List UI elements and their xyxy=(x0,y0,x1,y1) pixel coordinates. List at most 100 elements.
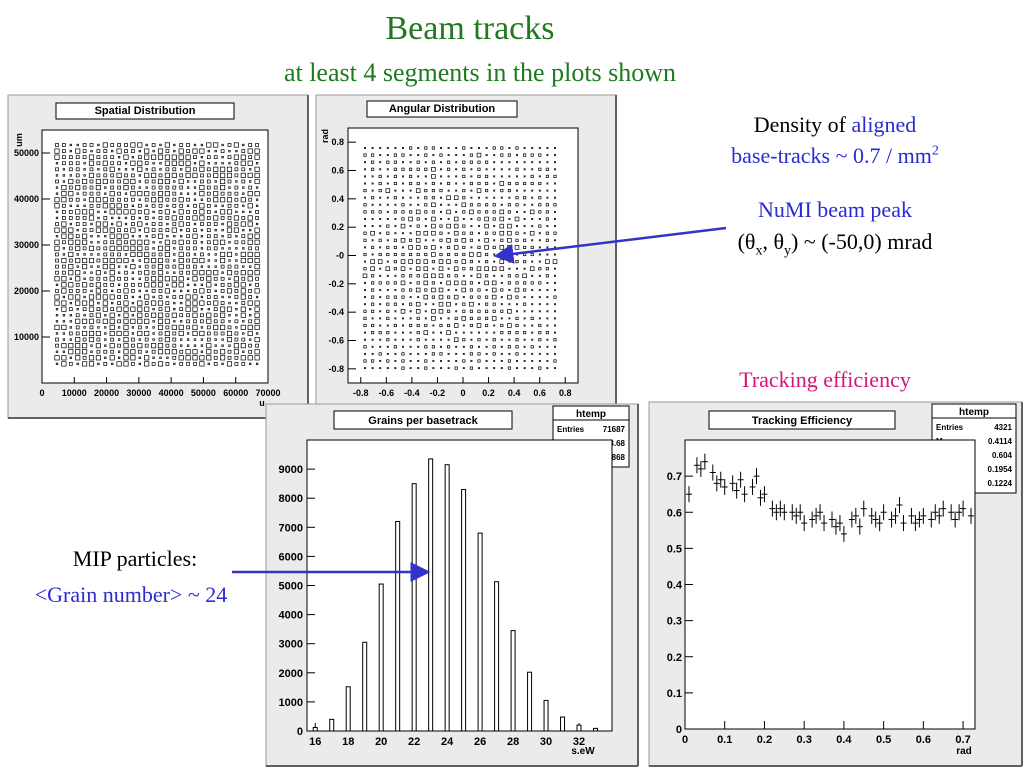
angular-point xyxy=(469,295,473,299)
angular-point xyxy=(523,153,527,157)
angular-point xyxy=(553,295,557,299)
spatial-point xyxy=(214,253,217,256)
angular-point xyxy=(401,359,405,363)
angular-point xyxy=(554,210,556,213)
angular-point xyxy=(554,168,556,171)
grains-y-tick-label: 1000 xyxy=(279,697,303,709)
spatial-point xyxy=(104,338,107,341)
angular-point xyxy=(514,245,520,250)
angular-point xyxy=(424,153,428,157)
angular-point xyxy=(371,203,374,206)
angular-point xyxy=(455,345,458,348)
angular-point xyxy=(393,181,397,186)
spatial-point xyxy=(199,215,205,221)
angular-point xyxy=(492,345,496,349)
spatial-point xyxy=(158,331,163,336)
spatial-point xyxy=(117,191,121,196)
spatial-point xyxy=(123,318,129,324)
angular-point xyxy=(461,280,467,286)
spatial-point xyxy=(96,246,101,251)
spatial-point xyxy=(123,330,129,337)
spatial-point xyxy=(117,276,121,281)
angular-point xyxy=(409,238,413,242)
spatial-point xyxy=(206,203,211,208)
angular-point xyxy=(416,331,420,335)
spatial-point xyxy=(69,320,72,323)
spatial-point xyxy=(220,216,225,220)
spatial-point xyxy=(186,240,190,245)
angular-point xyxy=(379,154,382,157)
angular-point xyxy=(416,281,420,285)
angular-point xyxy=(538,317,541,320)
spatial-point xyxy=(234,185,239,190)
angular-point xyxy=(516,189,518,192)
spatial-point xyxy=(157,191,164,197)
spatial-point xyxy=(200,283,204,286)
angular-point xyxy=(431,174,436,179)
angular-point xyxy=(477,203,481,207)
angular-point xyxy=(516,161,518,164)
angular-point xyxy=(538,260,541,263)
spatial-point xyxy=(144,251,150,257)
spatial-point xyxy=(89,313,94,318)
efficiency-y-tick-label: 0.1 xyxy=(667,688,682,700)
spatial-point xyxy=(213,295,218,299)
spatial-point xyxy=(200,241,204,244)
angular-point xyxy=(431,146,435,150)
angular-point xyxy=(393,160,397,164)
angular-point xyxy=(546,189,549,192)
angular-point xyxy=(500,274,503,277)
spatial-point xyxy=(61,343,67,349)
angular-point xyxy=(554,253,556,256)
spatial-point xyxy=(137,160,143,166)
angular-point xyxy=(470,175,473,178)
angular-point xyxy=(378,210,382,214)
spatial-point xyxy=(152,308,155,311)
spatial-point xyxy=(131,277,135,280)
angular-x-tick-label: 0 xyxy=(460,388,465,398)
spatial-point xyxy=(185,355,191,361)
angular-point xyxy=(538,360,541,362)
spatial-point xyxy=(137,300,143,306)
spatial-point xyxy=(227,264,232,269)
angular-point xyxy=(554,367,556,370)
spatial-point xyxy=(82,143,87,147)
angular-point xyxy=(386,239,389,242)
spatial-point xyxy=(88,245,95,251)
angular-point xyxy=(386,168,389,171)
spatial-point xyxy=(62,295,66,299)
spatial-point xyxy=(240,288,246,294)
spatial-point xyxy=(109,245,115,251)
spatial-point xyxy=(55,314,59,317)
spatial-point xyxy=(103,289,108,293)
angular-point xyxy=(379,324,382,327)
spatial-point xyxy=(55,332,59,335)
angular-point xyxy=(379,367,382,370)
spatial-point xyxy=(138,265,141,268)
spatial-point xyxy=(89,185,94,190)
spatial-point xyxy=(123,209,129,215)
angular-point xyxy=(531,331,534,334)
stats-value: 0.1224 xyxy=(988,479,1013,488)
spatial-point xyxy=(144,148,150,154)
spatial-point xyxy=(124,216,128,220)
angular-point xyxy=(455,303,458,306)
angular-point xyxy=(401,352,405,356)
spatial-point xyxy=(131,271,135,274)
angular-point xyxy=(364,296,366,299)
angular-point xyxy=(507,181,511,186)
spatial-point xyxy=(186,270,190,275)
angular-point xyxy=(455,175,458,178)
spatial-point xyxy=(90,253,93,256)
efficiency-y-tick-label: 0.7 xyxy=(667,471,682,483)
angular-point xyxy=(507,323,512,328)
spatial-point xyxy=(102,197,108,203)
angular-point xyxy=(371,281,375,285)
spatial-point xyxy=(220,264,225,269)
angular-point xyxy=(378,352,382,356)
spatial-point xyxy=(247,324,253,330)
spatial-point xyxy=(255,295,259,299)
spatial-point xyxy=(137,343,143,349)
spatial-point xyxy=(226,361,233,367)
